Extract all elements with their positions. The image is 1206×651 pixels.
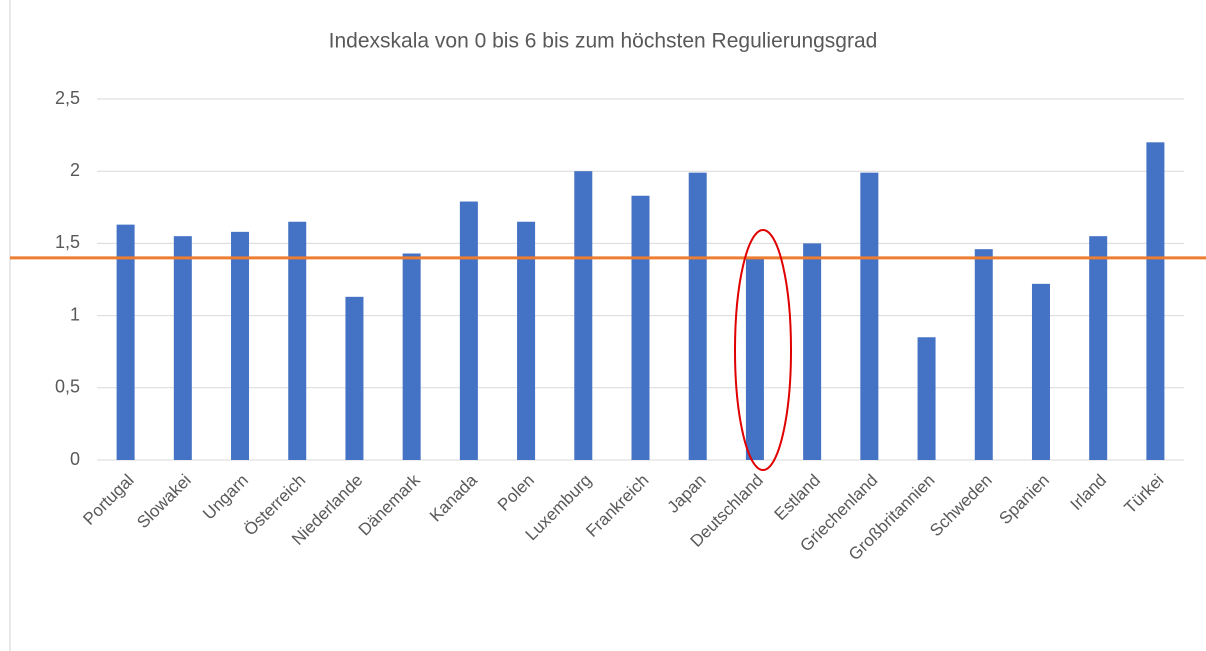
bar (974, 249, 993, 460)
bar (288, 221, 307, 460)
bar (860, 172, 879, 461)
bar (1089, 236, 1108, 460)
x-tick-label: Polen (494, 471, 538, 515)
x-tick-label: Frankreich (582, 471, 652, 541)
x-tick-label: Schweden (926, 471, 996, 541)
y-tick-label: 0 (70, 449, 80, 469)
bar (459, 201, 478, 461)
x-tick-label: Japan (664, 471, 710, 517)
y-tick-label: 2 (70, 160, 80, 180)
bar (173, 236, 192, 460)
x-tick-label: Irland (1067, 471, 1111, 515)
x-tick-label: Ungarn (199, 471, 252, 524)
bar (917, 337, 936, 460)
bar (574, 171, 593, 460)
y-tick-label: 0,5 (55, 377, 80, 397)
bar (116, 224, 135, 460)
bar (345, 296, 364, 460)
bar (688, 172, 707, 461)
highlight-ellipse (734, 229, 792, 471)
x-tick-label: Slowakei (133, 471, 195, 533)
x-tick-label: Kanada (426, 470, 481, 525)
y-tick-label: 1,5 (55, 232, 80, 252)
y-tick-label: 2,5 (55, 88, 80, 108)
x-tick-label: Türkei (1121, 471, 1168, 518)
y-tick-label: 1 (70, 304, 80, 324)
x-tick-label: Estland (771, 471, 825, 525)
bar (517, 221, 536, 460)
bar (402, 253, 421, 460)
bar (803, 243, 822, 460)
bar (231, 231, 250, 460)
chart-title: Indexskala von 0 bis 6 bis zum höchsten … (329, 30, 878, 53)
bar (745, 257, 764, 460)
bar (1031, 283, 1050, 460)
x-tick-label: Spanien (995, 471, 1053, 529)
x-tick-label: Portugal (79, 471, 137, 529)
bar (631, 195, 650, 461)
bar (1146, 142, 1165, 460)
x-tick-label: Dänemark (355, 470, 424, 539)
